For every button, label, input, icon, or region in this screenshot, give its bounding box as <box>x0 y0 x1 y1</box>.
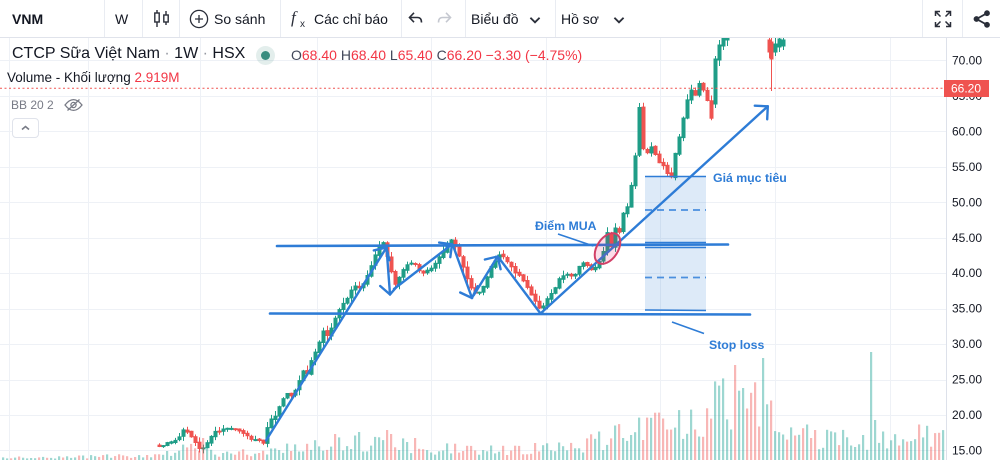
svg-text:66.20: 66.20 <box>951 82 981 96</box>
svg-text:70.00: 70.00 <box>952 54 982 68</box>
svg-text:60.00: 60.00 <box>952 124 982 138</box>
svg-text:50.00: 50.00 <box>952 195 982 209</box>
svg-text:55.00: 55.00 <box>952 160 982 174</box>
svg-text:30.00: 30.00 <box>952 337 982 351</box>
svg-text:40.00: 40.00 <box>952 266 982 280</box>
svg-text:f: f <box>291 8 298 27</box>
svg-text:25.00: 25.00 <box>952 373 982 387</box>
svg-text:Điểm MUA: Điểm MUA <box>535 219 597 233</box>
svg-text:x: x <box>300 19 305 30</box>
svg-text:15.00: 15.00 <box>952 444 982 458</box>
svg-text:35.00: 35.00 <box>952 302 982 316</box>
svg-text:Giá mục tiêu: Giá mục tiêu <box>713 171 787 185</box>
svg-text:45.00: 45.00 <box>952 231 982 245</box>
svg-text:Stop loss: Stop loss <box>709 338 765 352</box>
svg-text:20.00: 20.00 <box>952 408 982 422</box>
